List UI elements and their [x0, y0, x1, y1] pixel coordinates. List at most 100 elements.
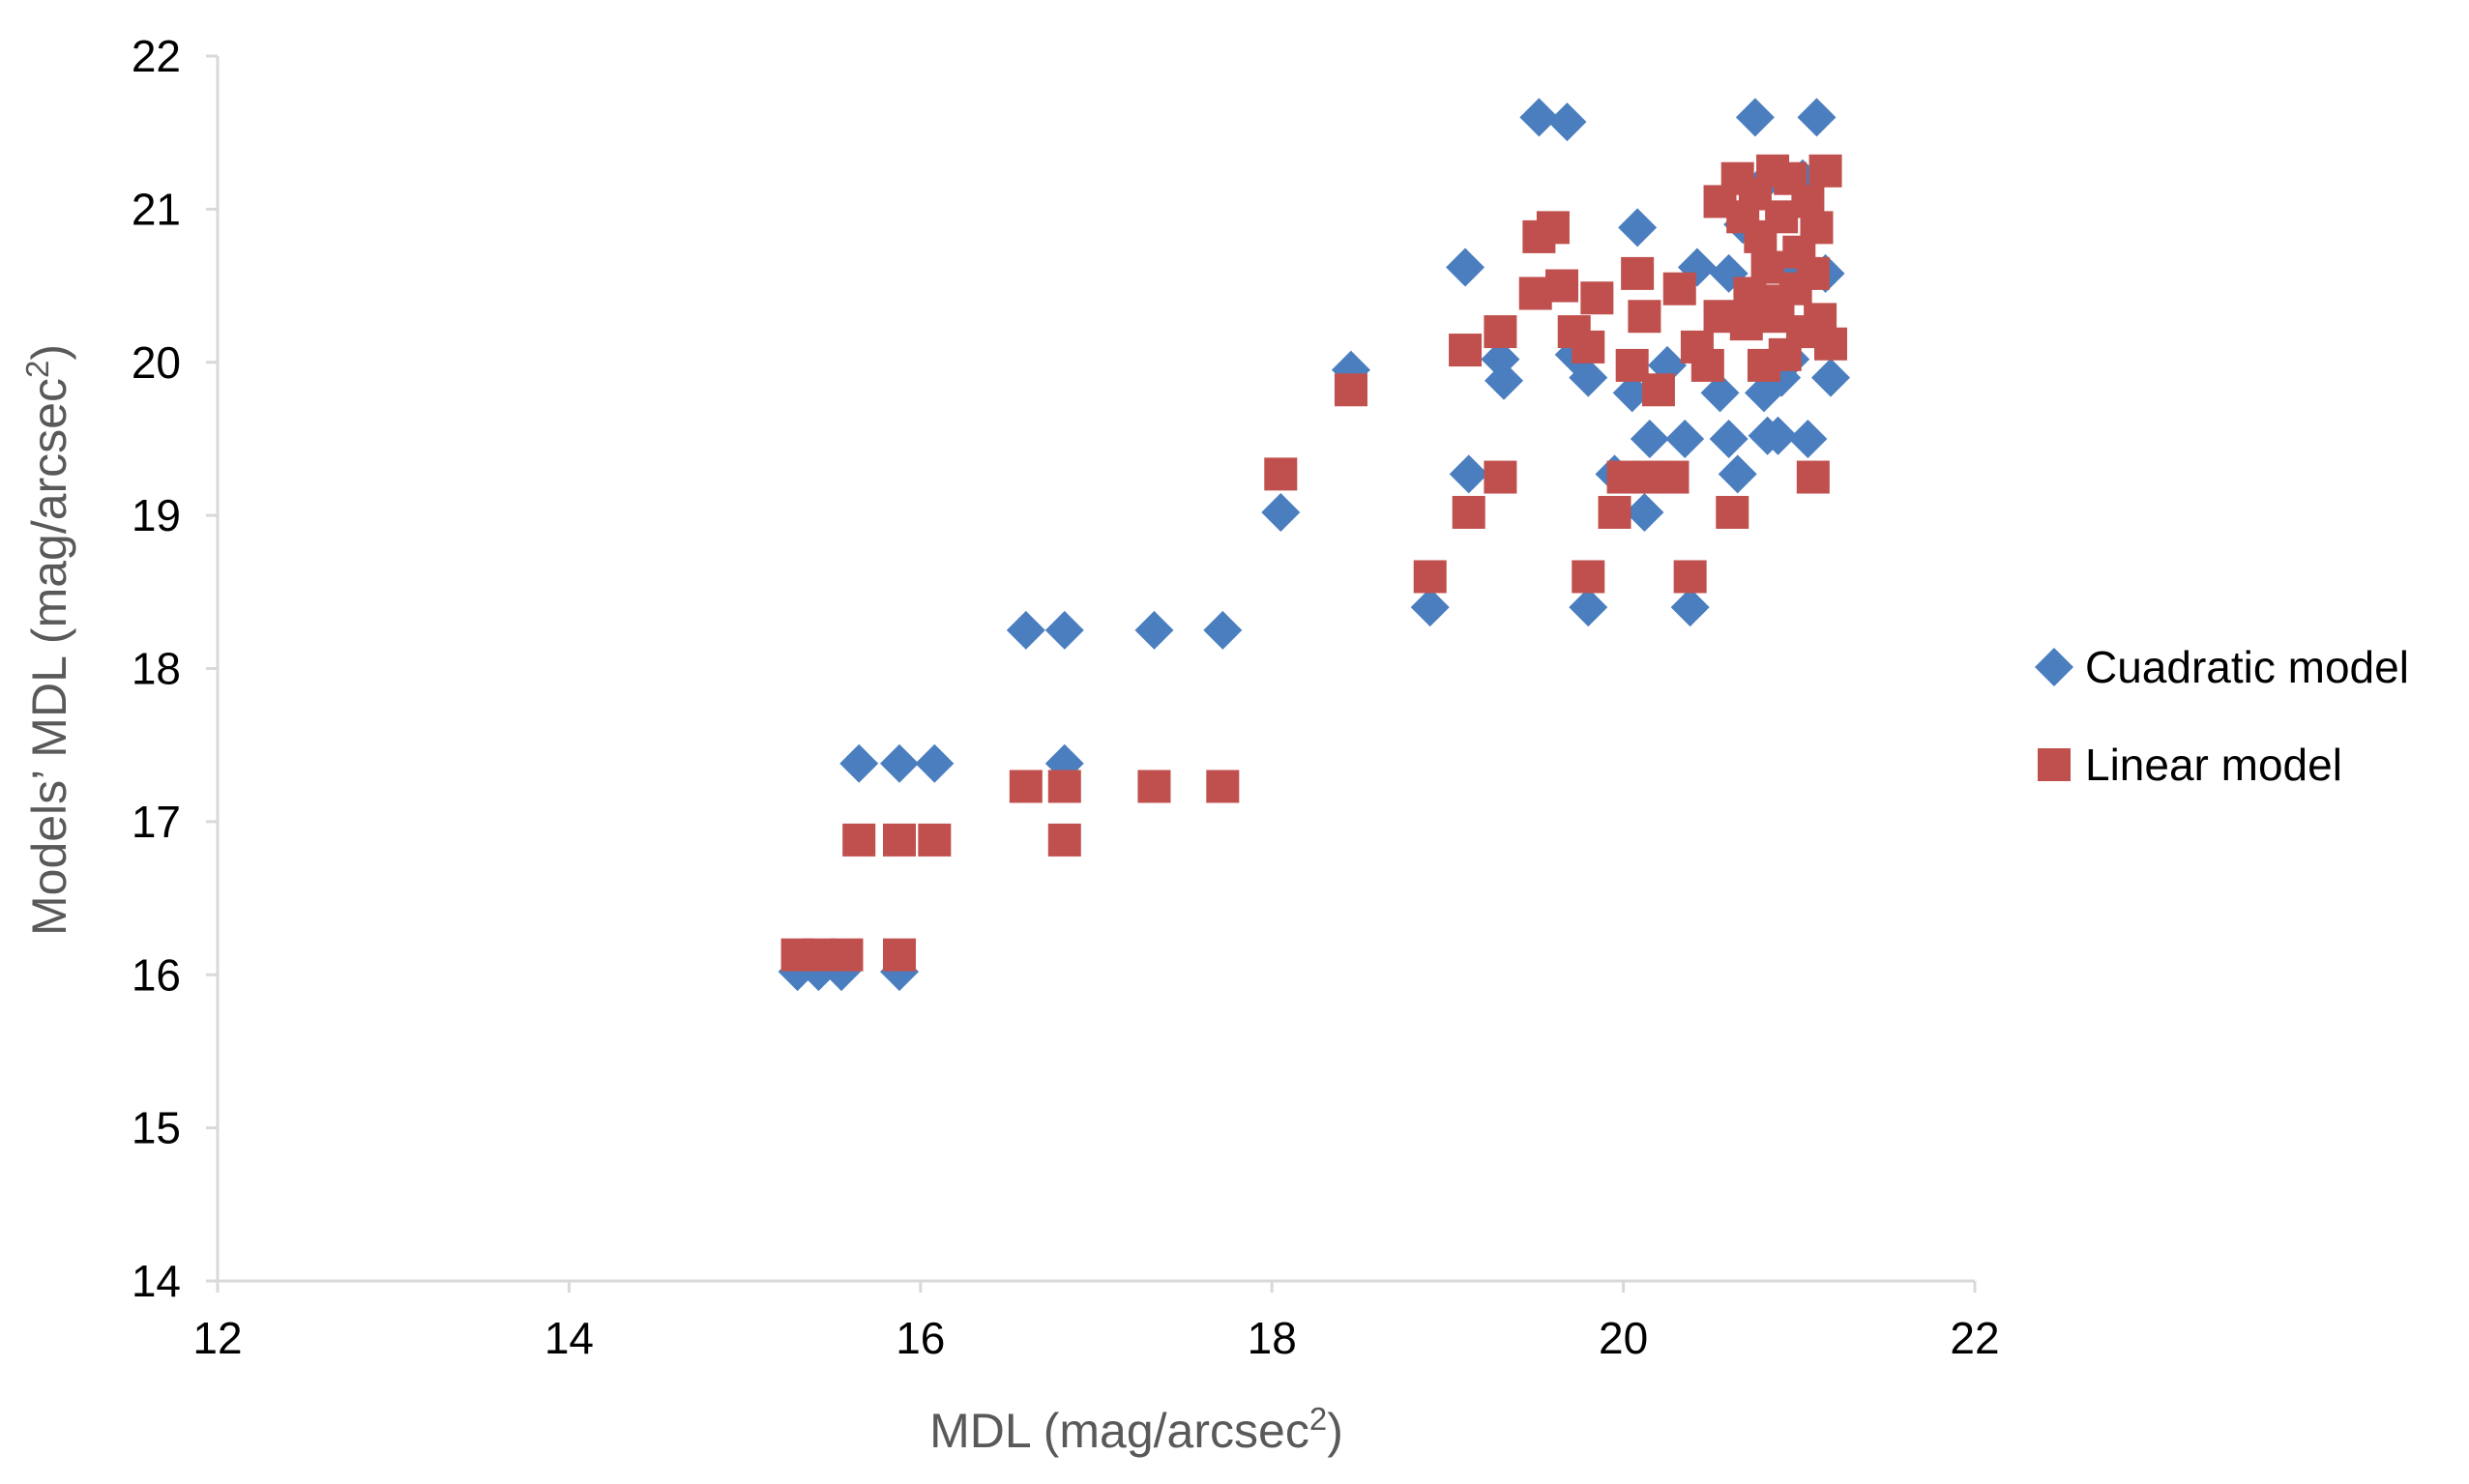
- cuadratic-point: [1449, 454, 1488, 494]
- cuadratic-point: [1519, 98, 1559, 137]
- cuadratic-point: [879, 743, 919, 783]
- linear-point: [1750, 250, 1784, 284]
- cuadratic-point: [1203, 610, 1243, 650]
- linear-point: [1206, 770, 1240, 803]
- linear-point: [1716, 495, 1749, 529]
- y-tick-label: 17: [132, 797, 181, 847]
- linear-point: [1808, 154, 1842, 188]
- axes: [206, 54, 1977, 1293]
- linear-point: [830, 938, 864, 972]
- linear-point: [1452, 495, 1485, 529]
- cuadratic-point: [1618, 208, 1658, 247]
- linear-point: [1782, 235, 1816, 269]
- linear-point: [1580, 281, 1614, 315]
- linear-point: [1047, 823, 1081, 857]
- cuadratic-point: [839, 743, 879, 783]
- cuadratic-point: [1758, 416, 1798, 455]
- cuadratic-point: [1788, 419, 1828, 458]
- x-tick-label: 22: [1950, 1313, 1999, 1363]
- cuadratic-point: [1700, 373, 1740, 413]
- x-tick-label: 14: [544, 1313, 594, 1363]
- x-tick-label: 12: [192, 1313, 242, 1363]
- cuadratic-point: [1735, 98, 1775, 137]
- linear-point: [1598, 495, 1631, 529]
- y-axis-title: Models’ MDL (mag/arcsec2): [19, 344, 76, 936]
- axis-titles: MDL (mag/arcsec2) Models’ MDL (mag/arcse…: [19, 344, 1343, 1458]
- linear-point: [1656, 460, 1690, 494]
- cuadratic-point: [1630, 419, 1669, 458]
- cuadratic-point: [1569, 358, 1608, 397]
- cuadratic-point: [1665, 419, 1705, 458]
- y-tick-label: 16: [132, 949, 181, 1000]
- cuadratic-point: [1709, 419, 1749, 458]
- linear-point: [882, 938, 916, 972]
- linear-point: [842, 823, 876, 857]
- linear-point: [918, 823, 952, 857]
- linear-point: [1449, 334, 1483, 367]
- linear-point: [1621, 256, 1655, 290]
- cuadratic-point: [1569, 588, 1608, 627]
- cuadratic-point: [1134, 610, 1174, 650]
- linear-point: [1536, 211, 1570, 245]
- linear-point: [1814, 327, 1848, 361]
- y-tick-label: 18: [132, 644, 181, 694]
- linear-point: [1628, 300, 1661, 334]
- linear-point: [1572, 560, 1605, 594]
- linear-point: [1137, 770, 1171, 803]
- series-linear: [780, 154, 1848, 972]
- cuadratic-point: [1797, 98, 1837, 137]
- cuadratic-point: [1811, 358, 1851, 397]
- y-tick-label: 14: [132, 1256, 181, 1306]
- legend-label: Cuadratic model: [2085, 642, 2409, 692]
- legend-item: Linear model: [2038, 740, 2342, 790]
- x-tick-label: 20: [1599, 1313, 1648, 1363]
- linear-point: [1545, 269, 1579, 303]
- linear-point: [1572, 330, 1605, 364]
- cuadratic-point: [1481, 339, 1520, 379]
- linear-point: [1641, 373, 1675, 407]
- linear-point: [1009, 770, 1043, 803]
- x-axis-title: MDL (mag/arcsec2): [929, 1401, 1343, 1458]
- legend-item: Cuadratic model: [2035, 642, 2409, 692]
- cuadratic-point: [915, 743, 955, 783]
- cuadratic-point: [1044, 610, 1084, 650]
- linear-point: [1673, 560, 1707, 594]
- linear-point: [1484, 315, 1517, 349]
- cuadratic-point: [1718, 454, 1757, 494]
- linear-point: [1796, 460, 1830, 494]
- linear-point: [1334, 373, 1367, 407]
- linear-point: [1726, 200, 1760, 234]
- cuadratic-point: [1625, 492, 1664, 532]
- cuadratic-point: [1612, 373, 1652, 413]
- legend-diamond-icon: [2035, 648, 2073, 686]
- linear-point: [1047, 770, 1081, 803]
- y-tick-label: 21: [132, 184, 181, 234]
- linear-point: [882, 823, 916, 857]
- linear-point: [1729, 307, 1763, 341]
- linear-point: [1484, 460, 1517, 494]
- cuadratic-point: [1261, 492, 1301, 532]
- y-tick-label: 22: [132, 31, 181, 81]
- cuadratic-point: [1410, 588, 1450, 627]
- legend-label: Linear model: [2085, 740, 2342, 790]
- legend-square-icon: [2038, 748, 2071, 781]
- x-tick-label: 16: [896, 1313, 945, 1363]
- cuadratic-point: [1670, 588, 1710, 627]
- legend: Cuadratic model Linear model: [2035, 642, 2409, 790]
- linear-point: [1757, 284, 1791, 318]
- y-tick-label: 20: [132, 337, 181, 388]
- x-tick-label: 18: [1248, 1313, 1297, 1363]
- data-points: [778, 98, 1851, 992]
- linear-point: [1690, 348, 1724, 382]
- linear-point: [1413, 560, 1447, 594]
- linear-point: [1264, 457, 1298, 491]
- series-cuadratic: [778, 98, 1851, 992]
- cuadratic-point: [1547, 102, 1587, 142]
- y-tick-label: 19: [132, 490, 181, 540]
- y-tick-label: 15: [132, 1103, 181, 1153]
- linear-point: [802, 938, 836, 972]
- cuadratic-point: [1006, 610, 1045, 650]
